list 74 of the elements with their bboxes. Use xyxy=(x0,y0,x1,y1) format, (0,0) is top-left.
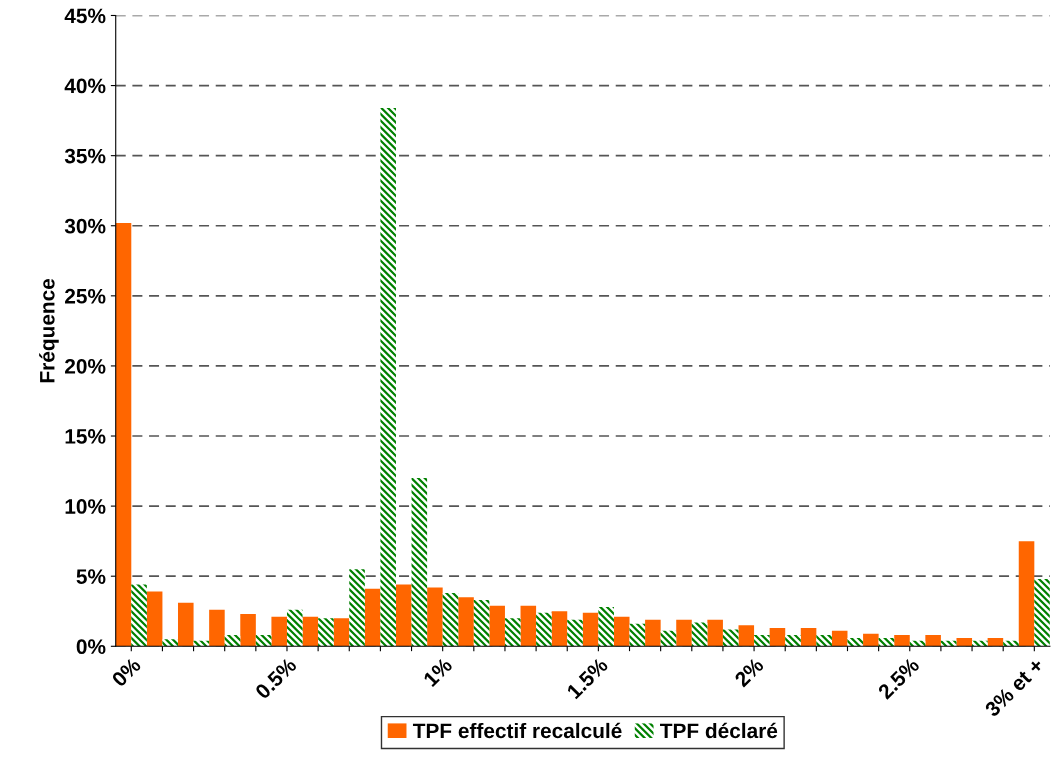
bar xyxy=(613,616,630,647)
bar xyxy=(707,619,723,647)
x-tick-label: 3% et + xyxy=(983,657,1045,718)
y-tick-label: 30% xyxy=(64,218,106,234)
bar xyxy=(302,616,319,647)
bar xyxy=(660,630,677,647)
bar xyxy=(956,637,973,647)
bar xyxy=(178,602,194,647)
bar xyxy=(224,635,241,647)
bar xyxy=(364,588,381,647)
bar xyxy=(816,635,832,647)
legend-label: TPF effectif recalculé xyxy=(412,722,622,739)
bar xyxy=(629,623,646,647)
bar xyxy=(972,640,988,647)
bar xyxy=(567,619,583,647)
bar xyxy=(987,637,1004,647)
bar xyxy=(676,619,692,647)
y-tick-label: 20% xyxy=(65,358,106,374)
bar xyxy=(209,609,225,647)
y-axis-title: Fréquence xyxy=(39,278,59,383)
bar xyxy=(271,616,287,647)
bar xyxy=(1018,541,1035,647)
x-tick-label: 1% xyxy=(422,656,454,688)
bar xyxy=(785,635,801,647)
bar xyxy=(411,478,428,647)
bar xyxy=(582,612,599,647)
bar xyxy=(894,635,910,647)
bar xyxy=(318,618,334,647)
y-tick-label: 45% xyxy=(64,8,106,24)
y-tick-label: 15% xyxy=(65,429,106,444)
bar xyxy=(504,618,521,647)
bar xyxy=(925,635,941,647)
x-tick-label: 2% xyxy=(733,656,765,688)
bar xyxy=(598,607,614,647)
x-tick-label: 0% xyxy=(110,656,142,688)
bar xyxy=(878,637,895,647)
bar xyxy=(738,625,755,647)
bar xyxy=(427,587,443,647)
bar xyxy=(146,591,163,647)
bar xyxy=(863,633,879,647)
bar xyxy=(240,614,256,647)
bar xyxy=(162,639,178,647)
bar xyxy=(691,622,708,647)
bar xyxy=(769,628,786,647)
bar xyxy=(831,630,848,647)
bar xyxy=(349,569,365,647)
bar xyxy=(395,584,412,647)
y-tick-label: 25% xyxy=(65,288,106,304)
legend-label: TPF déclaré xyxy=(660,722,778,739)
bar xyxy=(847,637,864,647)
bar xyxy=(536,612,552,647)
bar xyxy=(458,597,474,647)
y-tick-label: 5% xyxy=(76,569,106,584)
y-tick-label: 35% xyxy=(64,148,106,164)
bar xyxy=(800,628,817,647)
bar xyxy=(115,222,132,647)
bar xyxy=(286,609,303,647)
bar xyxy=(489,605,505,647)
bar xyxy=(645,619,661,647)
bar xyxy=(333,618,350,647)
bar xyxy=(551,611,568,647)
bar xyxy=(1003,640,1019,647)
bar xyxy=(380,108,396,647)
bar xyxy=(1034,579,1050,647)
y-tick-label: 0% xyxy=(76,639,106,655)
bar xyxy=(754,635,770,647)
bar xyxy=(520,605,537,647)
bar xyxy=(255,635,272,647)
bar xyxy=(442,593,459,647)
bar xyxy=(131,584,147,647)
y-tick-label: 40% xyxy=(64,78,106,94)
bar xyxy=(722,629,739,647)
bar xyxy=(473,600,490,647)
y-tick-label: 10% xyxy=(65,499,106,514)
